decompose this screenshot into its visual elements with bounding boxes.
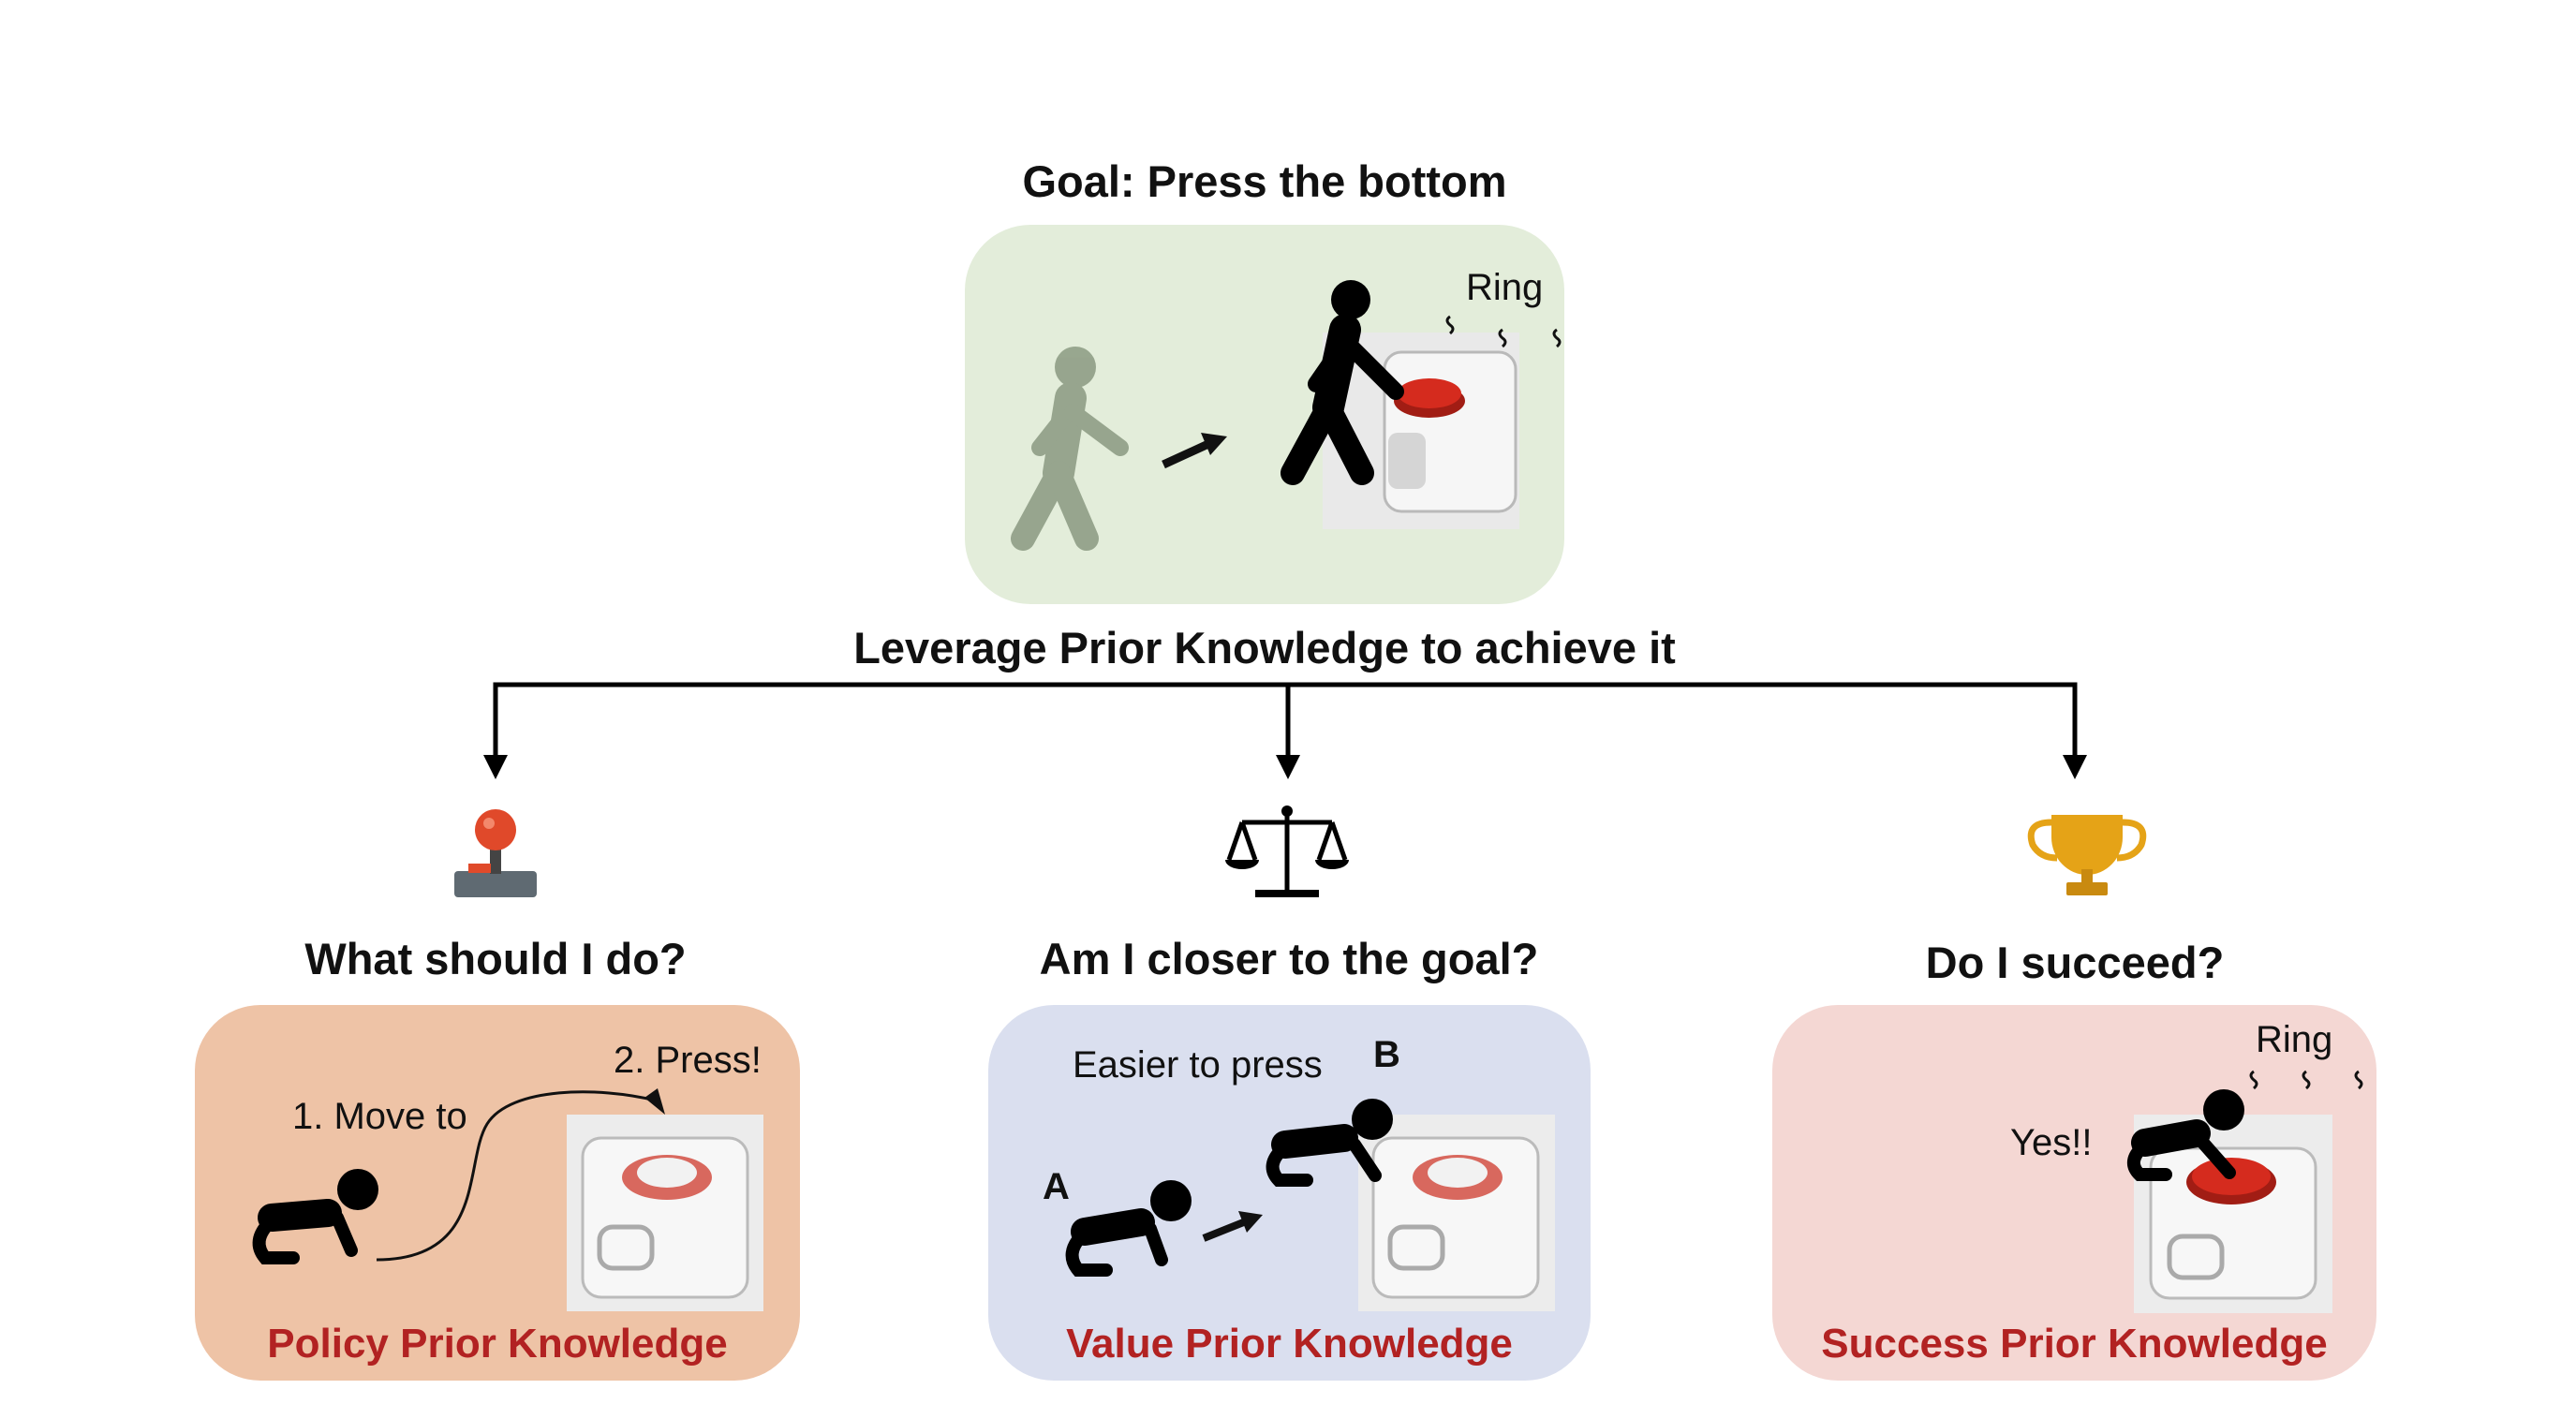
goal-caption: Leverage Prior Knowledge to achieve it bbox=[853, 623, 1676, 672]
value-question: Am I closer to the goal? bbox=[1039, 934, 1539, 983]
success-question: Do I succeed? bbox=[1925, 938, 2225, 987]
policy-title: Policy Prior Knowledge bbox=[267, 1321, 728, 1367]
policy-step-1: 1. Move to bbox=[292, 1096, 467, 1137]
value-label-a: A bbox=[1043, 1166, 1070, 1207]
value-note: Easier to press bbox=[1073, 1044, 1323, 1086]
policy-question: What should I do? bbox=[304, 934, 687, 983]
value-title: Value Prior Knowledge bbox=[1066, 1321, 1513, 1367]
value-label-b: B bbox=[1373, 1034, 1400, 1075]
goal-ring-label: Ring bbox=[1466, 267, 1544, 308]
goal-title: Goal: Press the bottom bbox=[1022, 156, 1507, 206]
policy-step-2: 2. Press! bbox=[614, 1040, 762, 1081]
success-exclaim: Yes!! bbox=[2010, 1122, 2093, 1163]
success-title: Success Prior Knowledge bbox=[1821, 1321, 2328, 1367]
success-ring-label: Ring bbox=[2256, 1019, 2333, 1060]
